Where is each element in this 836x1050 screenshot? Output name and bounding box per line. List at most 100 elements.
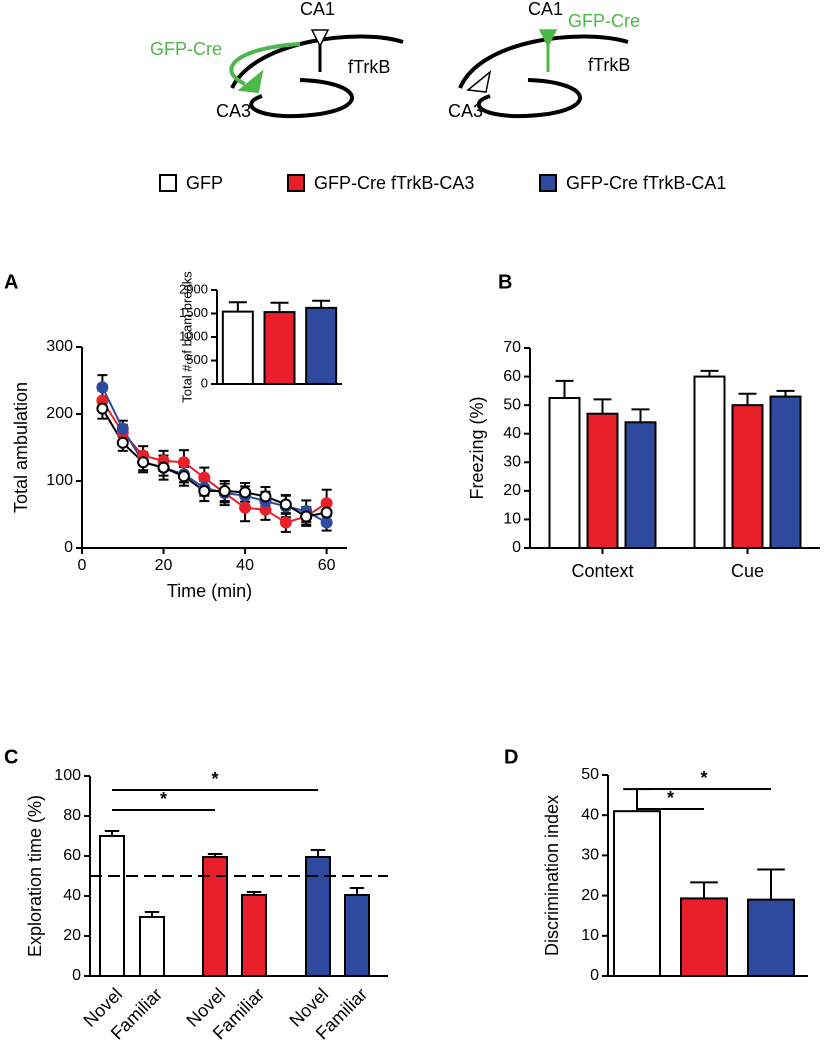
ca3-arc (476, 78, 582, 119)
bar (769, 395, 802, 550)
y-tick-label: 40 (503, 425, 521, 442)
y-tick-label: 30 (503, 454, 521, 471)
panel-letter: B (498, 271, 512, 293)
y-axis-label: Total ambulation (11, 382, 31, 513)
bar (680, 897, 728, 977)
legend-swatch (159, 174, 177, 192)
y-tick-label: 300 (46, 338, 73, 355)
significance-star: * (667, 788, 674, 808)
x-tick-label: Context (571, 561, 633, 581)
y-tick-label: 10 (581, 927, 599, 944)
y-tick-label: 0 (512, 539, 521, 556)
legend-label: GFP (186, 173, 223, 193)
dentate-arc (458, 34, 629, 89)
bar (305, 306, 338, 385)
label-ca3: CA3 (448, 101, 483, 121)
point (279, 498, 292, 511)
panel-letter: A (4, 271, 18, 293)
bar (747, 898, 795, 977)
point (116, 422, 129, 435)
y-tick-label: 10 (503, 511, 521, 528)
y-tick-label: 20 (63, 927, 81, 944)
point (177, 456, 190, 469)
bar (586, 412, 619, 550)
bar (99, 835, 125, 977)
diagram-right (458, 29, 629, 119)
bar (221, 310, 254, 385)
y-tick-label: 200 (46, 405, 73, 422)
y-tick-label: 40 (63, 887, 81, 904)
label-trkb: fTrkB (348, 57, 390, 77)
y-tick-label: 20 (503, 482, 521, 499)
point (320, 506, 333, 519)
y-tick-label: 50 (581, 766, 599, 783)
legend-swatch (539, 174, 557, 192)
label-cre: GFP-Cre (150, 39, 222, 59)
cre-soma (538, 29, 558, 48)
bar (693, 375, 726, 550)
y-tick-label: 100 (46, 472, 73, 489)
ca3-arc (249, 78, 354, 119)
point (239, 486, 252, 499)
point (157, 461, 170, 474)
significance-star: * (700, 768, 707, 788)
diagram-left (229, 29, 404, 119)
point (279, 516, 292, 529)
bar (263, 311, 296, 385)
bar (241, 894, 267, 977)
point (300, 510, 313, 523)
y-tick-label: 20 (581, 887, 599, 904)
x-tick-label: 40 (236, 557, 254, 574)
x-axis-label: Time (min) (167, 581, 252, 601)
x-tick-label: 20 (155, 557, 173, 574)
legend-label: GFP-Cre fTrkB-CA3 (314, 173, 474, 193)
legend-swatch (287, 174, 305, 192)
significance-star: * (160, 789, 167, 809)
label-ca1: CA1 (528, 0, 563, 19)
bar (613, 810, 661, 977)
label-trkb: fTrkB (588, 55, 630, 75)
label-cre: GFP-Cre (568, 11, 640, 31)
y-tick-label: 2000 (179, 281, 208, 296)
point (116, 436, 129, 449)
bar (305, 856, 331, 977)
point (239, 501, 252, 514)
y-axis-label: Freezing (%) (467, 396, 487, 499)
series-line (101, 400, 328, 524)
y-tick-label: 0 (72, 967, 81, 984)
y-tick-label: 100 (54, 767, 81, 784)
cre-axon (229, 42, 301, 86)
y-tick-label: 70 (503, 339, 521, 356)
y-tick-label: 0 (64, 539, 73, 556)
point (96, 402, 109, 415)
ca1-soma (310, 29, 330, 48)
bar (548, 397, 581, 549)
bar (624, 421, 657, 549)
significance-star: * (211, 769, 218, 789)
y-tick-label: 40 (581, 806, 599, 823)
bar (202, 856, 228, 977)
bar (731, 404, 764, 549)
y-tick-label: 50 (503, 396, 521, 413)
y-axis-label: Discrimination index (542, 795, 562, 956)
y-tick-label: 60 (503, 368, 521, 385)
y-tick-label: 1000 (179, 328, 208, 343)
ca3-soma (466, 70, 492, 93)
point (320, 516, 333, 529)
legend-label: GFP-Cre fTrkB-CA1 (566, 173, 726, 193)
y-axis-label: Exploration time (%) (25, 795, 45, 957)
y-axis-label: Total # of beam breaks (179, 271, 194, 403)
bar (139, 916, 165, 977)
point (259, 490, 272, 503)
point (177, 470, 190, 483)
bar (344, 894, 370, 977)
point (218, 485, 231, 498)
y-tick-label: 500 (186, 352, 208, 367)
cre-soma (237, 69, 264, 94)
y-tick-label: 30 (581, 847, 599, 864)
y-tick-label: 0 (201, 375, 208, 390)
y-tick-label: 1500 (179, 305, 208, 320)
panel-letter: D (504, 746, 518, 768)
